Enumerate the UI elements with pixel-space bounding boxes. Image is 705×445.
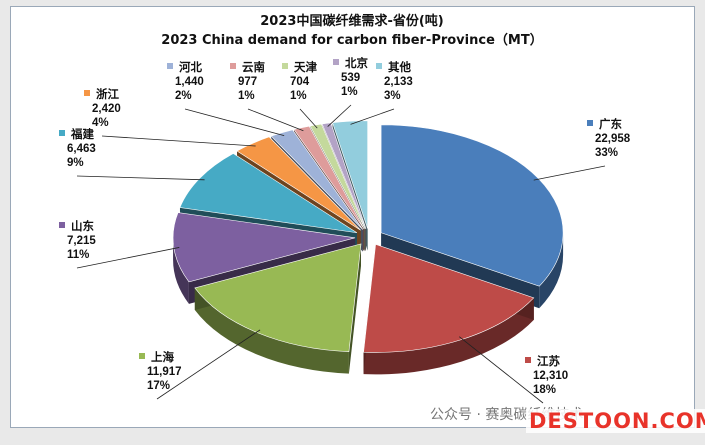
slice-value-北京: 539 — [341, 72, 360, 84]
slice-name-北京: 北京 — [345, 56, 368, 70]
slice-value-广东: 22,958 — [595, 133, 631, 145]
slice-percent-广东: 33% — [595, 147, 618, 159]
slice-name-广东: 广东 — [599, 117, 622, 131]
slice-name-天津: 天津 — [294, 60, 317, 74]
slice-percent-福建: 9% — [67, 157, 84, 169]
slice-value-天津: 704 — [290, 76, 310, 88]
leader-line-北京 — [327, 104, 352, 127]
slice-value-其他: 2,133 — [384, 76, 413, 88]
legend-key-北京 — [333, 59, 339, 65]
legend-key-江苏 — [525, 357, 531, 363]
leader-line-其他 — [350, 108, 395, 125]
leader-line-天津 — [299, 108, 318, 129]
leader-line-江苏 — [459, 336, 544, 404]
slice-name-其他: 其他 — [388, 60, 411, 74]
slice-value-浙江: 2,420 — [92, 103, 121, 115]
slice-percent-江苏: 18% — [533, 384, 556, 396]
slice-name-云南: 云南 — [242, 60, 265, 74]
slice-percent-山东: 11% — [67, 249, 89, 261]
pie-labels: 广东 22,958 33% 江苏 12,310 18% 上海 11,917 17% 山东 7,215… — [59, 56, 631, 404]
pie-slice-天津 — [309, 123, 366, 230]
chart-subtitle: 2023 China demand for carbon fiber-Provi… — [161, 32, 542, 48]
slice-percent-天津: 1% — [290, 90, 307, 102]
slice-name-浙江: 浙江 — [96, 87, 119, 101]
legend-key-山东 — [59, 222, 65, 228]
legend-key-上海 — [139, 353, 145, 359]
pie-slice-其他 — [332, 120, 368, 229]
leader-line-河北 — [184, 108, 285, 137]
slice-percent-浙江: 4% — [92, 117, 109, 129]
slice-name-河北: 河北 — [179, 60, 202, 74]
chart-title: 2023中国碳纤维需求-省份(吨) — [260, 13, 443, 29]
pie-slice-北京 — [321, 122, 367, 229]
pie-slice-福建 — [179, 153, 358, 234]
slice-wall-山东 — [173, 237, 189, 304]
legend-key-云南 — [230, 63, 236, 69]
leader-line-山东 — [76, 247, 180, 269]
slice-side-上海-0 — [348, 243, 361, 374]
pie-slice-云南 — [293, 125, 365, 230]
slice-wall-江苏 — [363, 297, 534, 375]
slice-name-上海: 上海 — [151, 350, 174, 364]
leader-line-福建 — [76, 175, 205, 181]
slice-name-江苏: 江苏 — [537, 354, 560, 368]
legend-key-浙江 — [84, 90, 90, 96]
slice-value-上海: 11,917 — [147, 366, 182, 378]
destoon-logo: DESTOON.COM — [526, 409, 705, 433]
slice-name-福建: 福建 — [70, 127, 94, 141]
slice-percent-北京: 1% — [341, 86, 358, 98]
pie-slice-河北 — [270, 129, 364, 230]
pie-slice-山东 — [172, 212, 356, 283]
slice-value-山东: 7,215 — [67, 235, 96, 247]
legend-key-福建 — [59, 130, 65, 136]
pie-slice-浙江 — [236, 136, 361, 231]
chart-frame: 2023中国碳纤维需求-省份(吨) 2023 China demand for … — [10, 6, 695, 428]
slice-value-云南: 977 — [238, 76, 257, 88]
leader-line-广东 — [533, 165, 606, 181]
slice-value-江苏: 12,310 — [533, 370, 568, 382]
slice-wall-上海 — [194, 287, 349, 374]
slice-value-河北: 1,440 — [175, 76, 204, 88]
leader-line-云南 — [247, 108, 304, 132]
leader-line-上海 — [156, 329, 261, 400]
pie-chart: 2023中国碳纤维需求-省份(吨) 2023 China demand for … — [59, 13, 631, 404]
slice-percent-上海: 17% — [147, 380, 170, 392]
slice-percent-云南: 1% — [238, 90, 255, 102]
slice-value-福建: 6,463 — [67, 143, 96, 155]
legend-key-广东 — [587, 120, 593, 126]
legend-key-天津 — [282, 63, 288, 69]
pie-slice-上海 — [194, 243, 362, 352]
pie-slice-广东 — [380, 124, 564, 287]
legend-key-河北 — [167, 63, 173, 69]
slice-wall-广东 — [539, 232, 564, 309]
leader-line-浙江 — [101, 135, 256, 147]
pie-slices — [172, 120, 564, 375]
legend-key-其他 — [376, 63, 382, 69]
slice-name-山东: 山东 — [71, 219, 94, 233]
pie-slice-江苏 — [363, 243, 535, 353]
slice-percent-其他: 3% — [384, 90, 401, 102]
slice-percent-河北: 2% — [175, 90, 192, 102]
